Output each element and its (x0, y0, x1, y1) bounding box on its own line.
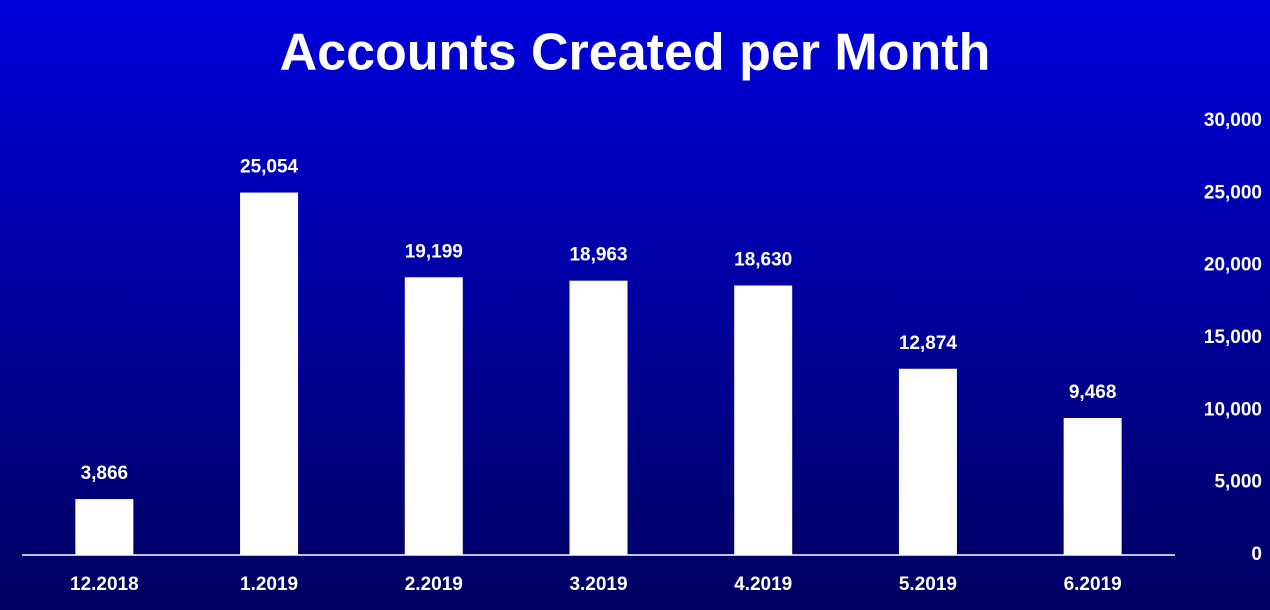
value-label: 19,199 (405, 241, 463, 262)
x-tick-label: 4.2019 (734, 574, 792, 595)
bar (75, 499, 134, 555)
x-tick-label: 12.2018 (70, 574, 139, 595)
bar (569, 280, 628, 555)
y-tick-label: 25,000 (1204, 182, 1262, 203)
y-tick-label: 30,000 (1204, 110, 1262, 131)
y-tick-label: 10,000 (1204, 399, 1262, 420)
bar (898, 368, 957, 555)
x-tick-label: 2.2019 (405, 574, 463, 595)
y-tick-label: 15,000 (1204, 327, 1262, 348)
x-tick-label: 3.2019 (569, 574, 627, 595)
chart-title: Accounts Created per Month (280, 24, 991, 82)
value-label: 18,963 (569, 245, 627, 266)
x-tick-label: 5.2019 (899, 574, 957, 595)
y-tick-label: 0 (1251, 544, 1262, 565)
bar (240, 192, 299, 556)
bar (404, 277, 463, 555)
bar (1063, 418, 1122, 555)
value-label: 9,468 (1069, 382, 1117, 403)
bar (734, 285, 793, 555)
y-tick-label: 20,000 (1204, 255, 1262, 276)
value-label: 25,054 (240, 157, 299, 178)
value-label: 18,630 (734, 250, 792, 271)
x-tick-label: 6.2019 (1064, 574, 1122, 595)
x-tick-label: 1.2019 (240, 574, 298, 595)
value-label: 12,874 (899, 333, 958, 354)
value-label: 3,866 (81, 463, 129, 484)
y-tick-label: 5,000 (1214, 472, 1262, 493)
